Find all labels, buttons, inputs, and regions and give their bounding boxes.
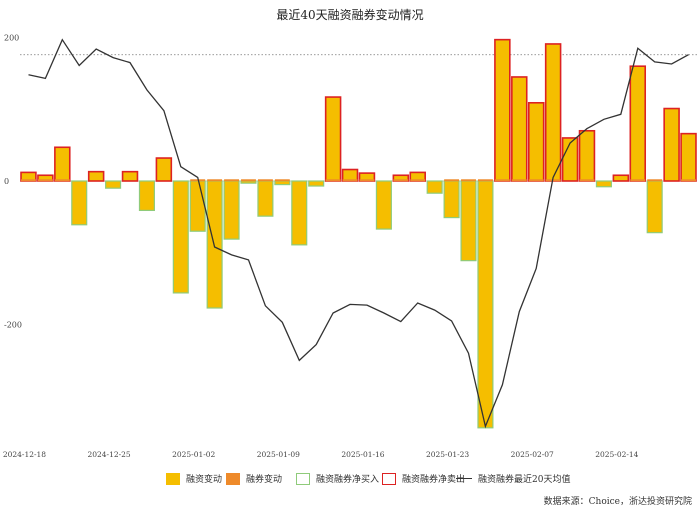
x-tick-label: 2025-01-16 xyxy=(341,450,384,459)
bar-securities-lending xyxy=(647,179,663,182)
bar-financing xyxy=(443,180,460,219)
bar-financing xyxy=(646,180,663,234)
x-tick-label: 2024-12-25 xyxy=(87,450,130,459)
chart-title: 最近40天融资融券变动情况 xyxy=(276,8,424,22)
y-tick-label: -200 xyxy=(4,321,22,330)
bar-financing xyxy=(460,180,477,262)
legend-swatch-net-sell xyxy=(382,472,396,485)
legend-item-20day-avg: 融资融券最近20天均值 xyxy=(456,472,570,485)
legend-label-financing: 融资变动 xyxy=(186,475,223,485)
bar-securities-lending xyxy=(207,179,223,182)
x-tick-label: 2025-01-02 xyxy=(172,450,215,459)
legend-item-net-sell: 融资融券净卖出 xyxy=(382,472,465,485)
bar-financing xyxy=(544,43,562,182)
bar-financing xyxy=(71,180,88,226)
bar-financing xyxy=(578,129,596,182)
bar-securities-lending xyxy=(274,179,290,182)
bar-financing xyxy=(223,180,240,240)
x-tick-label: 2025-02-07 xyxy=(511,450,554,459)
bar-financing xyxy=(511,76,528,182)
bar-securities-lending xyxy=(241,179,256,182)
bar-financing xyxy=(527,101,545,182)
bar-securities-lending xyxy=(410,179,426,182)
legend-swatch-financing xyxy=(166,472,180,485)
bar-securities-lending xyxy=(579,179,595,182)
bar-financing xyxy=(155,157,173,182)
bar-financing xyxy=(274,180,291,186)
bar-securities-lending xyxy=(528,179,544,182)
bar-securities-lending xyxy=(494,179,510,182)
bar-securities-lending xyxy=(224,179,240,182)
source-note: 数据来源：Choice，浙达投资研究院 xyxy=(543,497,692,507)
bar-financing xyxy=(595,180,612,188)
line-20day-average xyxy=(28,38,689,429)
bar-financing xyxy=(375,180,392,230)
bar-financing xyxy=(308,180,325,187)
bar-securities-lending xyxy=(325,179,341,182)
bar-securities-lending xyxy=(21,179,36,182)
bar-financing xyxy=(494,38,511,182)
bar-securities-lending xyxy=(342,179,358,182)
bar-financing xyxy=(663,107,680,182)
bar-financing xyxy=(426,180,443,194)
bar-financing xyxy=(138,180,155,212)
legend-label-20day-avg: 融资融券最近20天均值 xyxy=(478,475,571,485)
legend-swatch-net-buy xyxy=(296,472,310,485)
legend-item-securities-lending: 融券变动 xyxy=(226,472,282,485)
legend-item-financing: 融资变动 xyxy=(166,472,222,485)
bar-financing xyxy=(121,170,139,182)
legend-swatch-20day-avg xyxy=(456,478,472,479)
bar-securities-lending xyxy=(190,179,206,182)
bar-securities-lending xyxy=(54,179,70,182)
bar-financing xyxy=(612,174,630,182)
bar-securities-lending xyxy=(359,179,375,182)
x-tick-label: 2024-12-18 xyxy=(3,450,46,459)
bar-financing xyxy=(629,65,647,182)
bar-financing xyxy=(477,180,494,429)
bar-financing xyxy=(54,146,71,182)
bar-financing xyxy=(172,180,189,294)
x-tick-label: 2025-01-09 xyxy=(257,450,300,459)
bar-securities-lending xyxy=(393,179,409,182)
bar-securities-lending xyxy=(37,179,53,182)
bar-securities-lending xyxy=(681,179,696,182)
bar-financing xyxy=(291,180,308,246)
bar-financing xyxy=(240,180,257,184)
x-tick-label: 2025-01-23 xyxy=(426,450,469,459)
legend-item-net-buy: 融资融券净买入 xyxy=(296,472,379,485)
chart-plot: 200 0 -200 2024-12-18 2024-12-25 2025-01-02 20… xyxy=(3,34,697,459)
legend-label-net-sell: 融资融券净卖出 xyxy=(402,475,466,485)
legend-swatch-securities-lending xyxy=(226,472,240,485)
bar-financing xyxy=(257,180,274,217)
legend-label-securities-lending: 融券变动 xyxy=(246,475,283,485)
legend-label-net-buy: 融资融券净买入 xyxy=(316,475,380,485)
bar-securities-lending xyxy=(461,179,476,182)
bar-financing xyxy=(341,168,359,182)
x-tick-label: 2025-02-14 xyxy=(595,450,638,459)
bar-financing xyxy=(189,180,206,232)
bar-securities-lending xyxy=(257,179,273,182)
y-tick-label: 0 xyxy=(4,177,9,186)
y-tick-label: 200 xyxy=(4,34,19,43)
bar-financing xyxy=(105,180,122,189)
bar-securities-lending xyxy=(630,179,646,182)
bar-securities-lending xyxy=(477,179,493,182)
bar-securities-lending xyxy=(511,179,527,182)
bar-financing xyxy=(87,170,105,182)
bar-financing xyxy=(324,96,342,182)
bar-financing xyxy=(680,132,697,182)
bar-securities-lending xyxy=(444,179,460,182)
legend: 融资变动 融券变动 融资融券净买入 融资融券净卖出 融资融券最近20天均值 xyxy=(160,472,700,490)
